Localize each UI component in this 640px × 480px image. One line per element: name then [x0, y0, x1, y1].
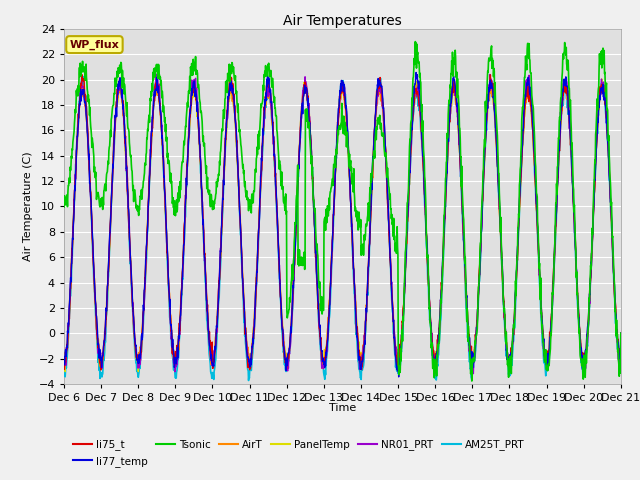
X-axis label: Time: Time	[329, 403, 356, 413]
Legend: li75_t, li77_temp, Tsonic, AirT, PanelTemp, NR01_PRT, AM25T_PRT: li75_t, li77_temp, Tsonic, AirT, PanelTe…	[69, 435, 529, 471]
Y-axis label: Air Temperature (C): Air Temperature (C)	[23, 152, 33, 261]
Title: Air Temperatures: Air Temperatures	[283, 13, 402, 28]
Text: WP_flux: WP_flux	[70, 39, 119, 50]
